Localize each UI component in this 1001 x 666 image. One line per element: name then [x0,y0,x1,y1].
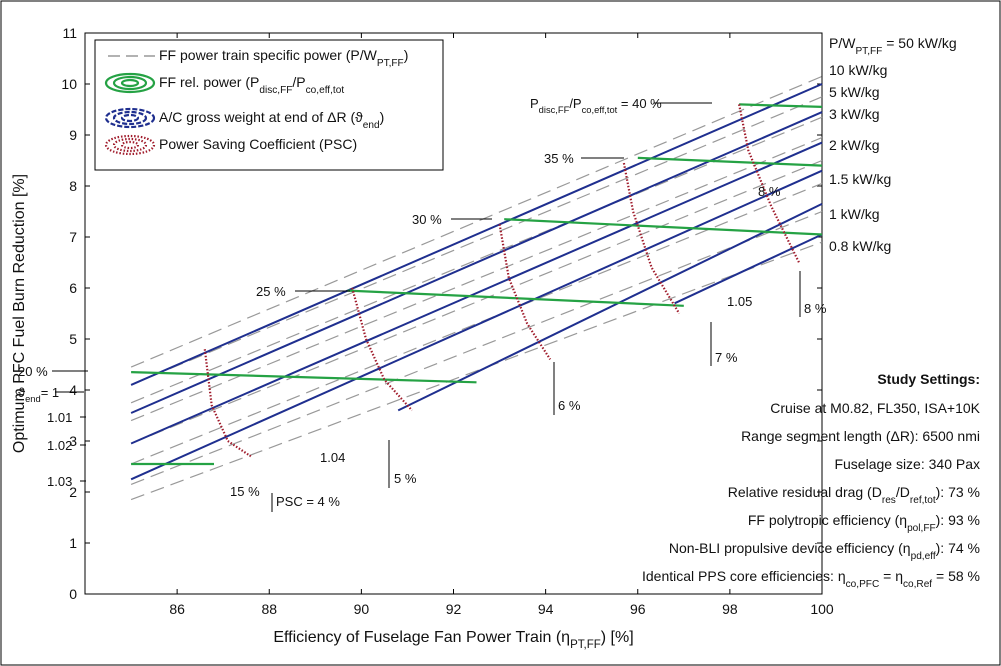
gross-weight-label: ϑend= 1 [18,385,59,404]
study-settings-row: Fuselage size: 340 Pax [834,456,980,472]
x-tick-label: 92 [446,601,462,617]
gross-weight-line [130,141,823,445]
study-settings-row: Relative residual drag (Dres/Dref,tot): … [728,484,980,506]
gross-weight-line [130,111,823,414]
gross-weight-label: 1.05 [727,294,752,309]
psc-label: 8 % [758,184,781,199]
psc-line [203,349,252,458]
specific-power-label: 2 kW/kg [829,137,880,153]
specific-power-label: P/WPT,FF = 50 kW/kg [829,35,957,57]
gross-weight-line [397,203,823,412]
rel-power-label: 20 % [18,364,48,379]
specific-power-label: 1 kW/kg [829,206,880,222]
gross-weight-label: 1.02 [47,438,72,453]
y-tick-label: 2 [69,484,77,500]
y-tick-label: 0 [69,586,77,602]
y-tick-label: 7 [69,229,77,245]
specific-power-label: 5 kW/kg [829,84,880,100]
psc-line [498,224,552,360]
y-tick-label: 10 [61,76,77,92]
rel-power-legend-icon [104,72,156,94]
gross-weight-line [130,83,823,386]
rel-power-line [504,218,823,236]
rel-power-line [347,289,684,307]
y-tick-label: 3 [69,433,77,449]
x-axis-label: Efficiency of Fuselage Fan Power Train (… [273,629,633,651]
rel-power-legend-icon [120,78,140,88]
psc-label: PSC = 4 % [276,494,340,509]
specific-power-line [130,159,823,445]
x-tick-label: 100 [810,601,834,617]
psc-label: 8 % [804,301,827,316]
y-tick-label: 4 [69,382,77,398]
y-tick-label: 5 [69,331,77,347]
study-settings-row: Identical PPS core efficiencies: ηco,PFC… [642,568,980,590]
psc-legend-icon [104,134,156,156]
rel-power-label: 15 % [230,484,260,499]
psc-line [351,287,413,412]
legend-entry-label: FF rel. power (Pdisc,FF/Pco,eff,tot [159,74,344,96]
psc-label: 5 % [394,471,417,486]
x-tick-label: 90 [354,601,370,617]
gross-weight-line [130,169,823,481]
specific-power-line [130,241,823,501]
rel-power-line [637,156,823,167]
study-settings-row: Non-BLI propulsive device efficiency (ηp… [669,540,980,562]
rel-power-label: 30 % [412,212,442,227]
psc-label: 7 % [715,350,738,365]
gross-weight-legend-icon [120,113,140,123]
gross-weight-label: 1.03 [47,474,72,489]
specific-power-line [130,137,823,422]
gross-weight-legend-icon [104,107,156,129]
x-tick-label: 96 [630,601,646,617]
y-tick-label: 8 [69,178,77,194]
x-tick-label: 94 [538,601,554,617]
gross-weight-label: 1.01 [47,410,72,425]
study-settings-row: Range segment length (ΔR): 6500 nmi [741,428,980,444]
gross-weight-label: 1.04 [320,450,345,465]
specific-power-label: 1.5 kW/kg [829,171,891,187]
psc-line [738,104,800,263]
x-tick-label: 98 [722,601,738,617]
psc-legend-icon [120,140,140,150]
y-tick-label: 6 [69,280,77,296]
y-axis-label: Optimum PFC Fuel Burn Reduction [%] [11,174,28,453]
y-tick-label: 1 [69,535,77,551]
specific-power-label: 0.8 kW/kg [829,238,891,254]
x-tick-label: 86 [169,601,185,617]
specific-power-label: 10 kW/kg [829,62,887,78]
psc-label: 6 % [558,398,581,413]
study-settings-title: Study Settings: [877,371,980,387]
psc-legend-icon [112,137,148,153]
specific-power-line [130,210,823,485]
y-tick-label: 9 [69,127,77,143]
study-settings-row: FF polytropic efficiency (ηpol,FF): 93 % [748,512,980,534]
rel-power-label: Pdisc,FF/Pco,eff,tot = 40 % [530,96,662,115]
rel-power-line [739,103,823,108]
rel-power-line [131,371,477,384]
legend-entry-label: FF power train specific power (P/WPT,FF) [159,47,408,69]
specific-power-label: 3 kW/kg [829,106,880,122]
study-settings-row: Cruise at M0.82, FL350, ISA+10K [770,400,980,416]
legend-entry-label: A/C gross weight at end of ΔR (ϑend) [159,109,384,131]
rel-power-legend-icon [112,75,148,91]
rel-power-label: 35 % [544,151,574,166]
specific-power-line [130,182,823,465]
rel-power-label: 25 % [256,284,286,299]
gross-weight-line [674,233,823,305]
plot-area: 0 1 2 3 4 5 6 7 8 9 10 11 86 88 90 92 94 96 98 100 Efficienc… [11,25,981,651]
y-tick-label: 11 [62,25,77,41]
legend-entry-label: Power Saving Coefficient (PSC) [159,136,357,152]
x-tick-label: 88 [261,601,277,617]
gross-weight-legend-icon [112,110,148,126]
